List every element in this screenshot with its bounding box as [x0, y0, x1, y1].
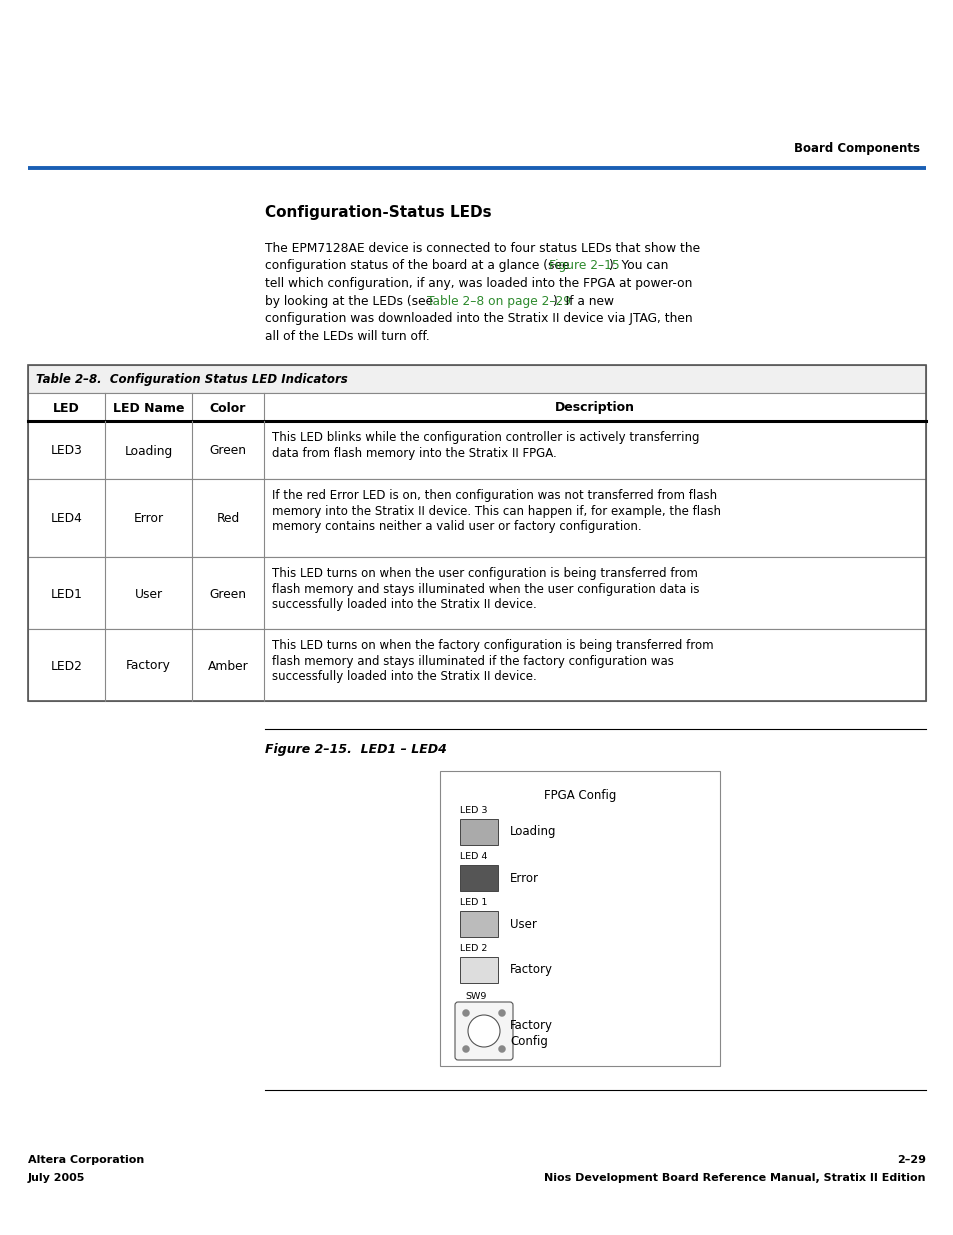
- Text: This LED turns on when the factory configuration is being transferred from: This LED turns on when the factory confi…: [272, 638, 713, 652]
- Text: Factory: Factory: [126, 659, 171, 673]
- Text: by looking at the LEDs (see: by looking at the LEDs (see: [265, 294, 436, 308]
- Text: LED2: LED2: [51, 659, 82, 673]
- Text: Amber: Amber: [208, 659, 248, 673]
- Text: Configuration-Status LEDs: Configuration-Status LEDs: [265, 205, 491, 220]
- Text: Green: Green: [210, 445, 246, 457]
- Text: User: User: [510, 918, 537, 930]
- Text: LED 3: LED 3: [459, 806, 487, 815]
- Text: LED 4: LED 4: [459, 852, 487, 861]
- Bar: [439, 771, 720, 1066]
- Text: Table 2–8.  Configuration Status LED Indicators: Table 2–8. Configuration Status LED Indi…: [36, 373, 348, 387]
- Text: flash memory and stays illuminated when the user configuration data is: flash memory and stays illuminated when …: [272, 583, 699, 595]
- Text: Error: Error: [133, 513, 163, 526]
- Bar: [459, 864, 497, 890]
- Bar: [28, 629, 925, 701]
- Text: LED4: LED4: [51, 513, 82, 526]
- Text: Green: Green: [210, 588, 246, 600]
- Text: SW9: SW9: [464, 992, 486, 1002]
- Bar: [28, 393, 925, 421]
- Text: LED 1: LED 1: [459, 898, 487, 906]
- Circle shape: [468, 1015, 499, 1047]
- Text: flash memory and stays illuminated if the factory configuration was: flash memory and stays illuminated if th…: [272, 655, 673, 667]
- Text: The EPM7128AE device is connected to four status LEDs that show the: The EPM7128AE device is connected to fou…: [265, 242, 700, 254]
- Bar: [459, 911, 497, 937]
- Bar: [28, 479, 925, 557]
- Circle shape: [498, 1046, 505, 1052]
- Text: data from flash memory into the Stratix II FPGA.: data from flash memory into the Stratix …: [272, 447, 557, 459]
- Text: If the red Error LED is on, then configuration was not transferred from flash: If the red Error LED is on, then configu…: [272, 489, 717, 501]
- Text: 2–29: 2–29: [896, 1155, 925, 1165]
- Text: LED: LED: [53, 401, 80, 415]
- Text: Loading: Loading: [124, 445, 172, 457]
- Text: configuration status of the board at a glance (see: configuration status of the board at a g…: [265, 259, 573, 273]
- Circle shape: [462, 1046, 469, 1052]
- Bar: [28, 366, 925, 701]
- Circle shape: [462, 1009, 469, 1016]
- Text: ). If a new: ). If a new: [553, 294, 614, 308]
- Text: ). You can: ). You can: [608, 259, 668, 273]
- Bar: [28, 557, 925, 629]
- Text: successfully loaded into the Stratix II device.: successfully loaded into the Stratix II …: [272, 671, 537, 683]
- Bar: [459, 819, 497, 845]
- Text: LED Name: LED Name: [112, 401, 184, 415]
- Text: Config: Config: [510, 1035, 547, 1047]
- Text: configuration was downloaded into the Stratix II device via JTAG, then: configuration was downloaded into the St…: [265, 312, 692, 325]
- Text: Board Components: Board Components: [793, 142, 919, 156]
- Text: successfully loaded into the Stratix II device.: successfully loaded into the Stratix II …: [272, 598, 537, 611]
- Text: Color: Color: [210, 401, 246, 415]
- Bar: [28, 421, 925, 479]
- Text: LED 2: LED 2: [459, 944, 487, 953]
- Text: Factory: Factory: [510, 1019, 553, 1031]
- Text: tell which configuration, if any, was loaded into the FPGA at power-on: tell which configuration, if any, was lo…: [265, 277, 692, 290]
- Text: July 2005: July 2005: [28, 1173, 85, 1183]
- Bar: [459, 957, 497, 983]
- Text: Red: Red: [216, 513, 239, 526]
- Text: Error: Error: [510, 872, 538, 884]
- FancyBboxPatch shape: [455, 1002, 513, 1060]
- Text: LED1: LED1: [51, 588, 82, 600]
- Text: Figure 2–15.  LED1 – LED4: Figure 2–15. LED1 – LED4: [265, 743, 446, 756]
- Text: Description: Description: [555, 401, 635, 415]
- Text: all of the LEDs will turn off.: all of the LEDs will turn off.: [265, 330, 429, 342]
- Text: Figure 2–15: Figure 2–15: [548, 259, 619, 273]
- Text: memory into the Stratix II device. This can happen if, for example, the flash: memory into the Stratix II device. This …: [272, 505, 720, 517]
- Text: Table 2–8 on page 2–29: Table 2–8 on page 2–29: [427, 294, 571, 308]
- Text: FPGA Config: FPGA Config: [543, 789, 616, 802]
- Text: User: User: [134, 588, 162, 600]
- Text: Nios Development Board Reference Manual, Stratix II Edition: Nios Development Board Reference Manual,…: [544, 1173, 925, 1183]
- Text: This LED turns on when the user configuration is being transferred from: This LED turns on when the user configur…: [272, 567, 698, 580]
- Circle shape: [498, 1009, 505, 1016]
- Text: This LED blinks while the configuration controller is actively transferring: This LED blinks while the configuration …: [272, 431, 699, 445]
- Text: LED3: LED3: [51, 445, 82, 457]
- Text: Factory: Factory: [510, 963, 553, 977]
- Text: Loading: Loading: [510, 825, 556, 839]
- Text: Altera Corporation: Altera Corporation: [28, 1155, 144, 1165]
- Bar: [28, 366, 925, 393]
- Text: memory contains neither a valid user or factory configuration.: memory contains neither a valid user or …: [272, 520, 641, 534]
